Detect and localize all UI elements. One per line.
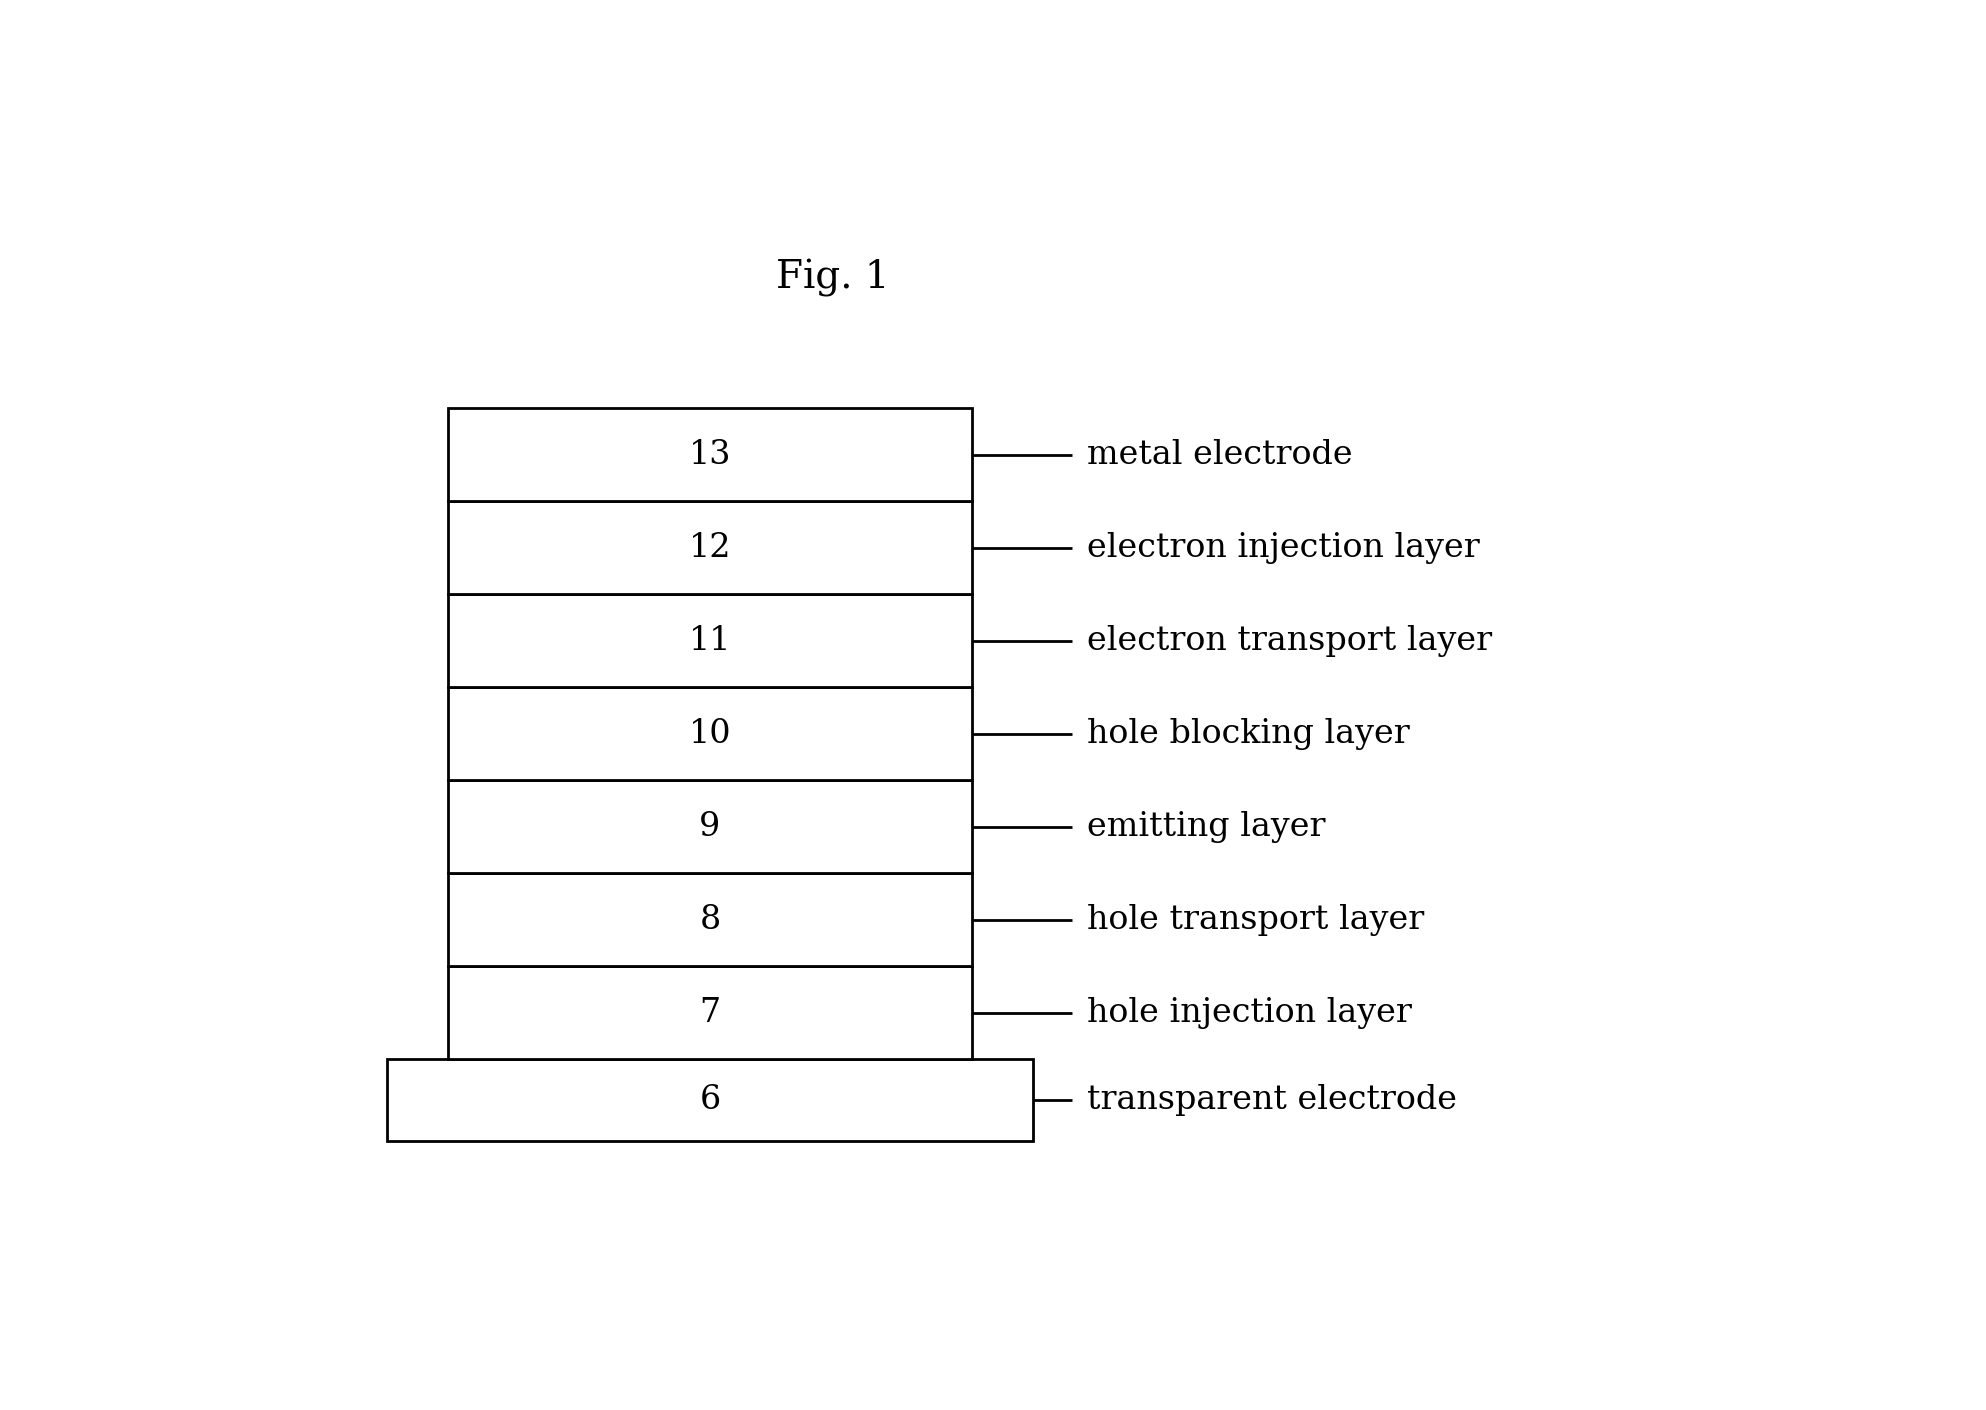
- Text: transparent electrode: transparent electrode: [1086, 1084, 1458, 1117]
- Text: emitting layer: emitting layer: [1086, 811, 1325, 843]
- Text: 12: 12: [689, 532, 731, 564]
- Text: electron injection layer: electron injection layer: [1086, 532, 1480, 564]
- Bar: [449, 873, 971, 966]
- Text: 11: 11: [689, 625, 731, 657]
- Text: hole transport layer: hole transport layer: [1086, 904, 1424, 936]
- Text: 6: 6: [699, 1084, 721, 1117]
- Text: metal electrode: metal electrode: [1086, 439, 1352, 471]
- Text: Fig. 1: Fig. 1: [777, 259, 890, 296]
- Text: 13: 13: [689, 439, 731, 471]
- Bar: [449, 407, 971, 501]
- Bar: [449, 687, 971, 780]
- Bar: [449, 594, 971, 687]
- Bar: [387, 1059, 1033, 1141]
- Text: electron transport layer: electron transport layer: [1086, 625, 1491, 657]
- Text: hole blocking layer: hole blocking layer: [1086, 718, 1410, 750]
- Text: 7: 7: [699, 997, 721, 1029]
- Bar: [449, 780, 971, 873]
- Bar: [449, 966, 971, 1059]
- Text: 10: 10: [689, 718, 731, 750]
- Text: hole injection layer: hole injection layer: [1086, 997, 1412, 1029]
- Text: 9: 9: [699, 811, 721, 843]
- Text: 8: 8: [699, 904, 721, 936]
- Bar: [449, 501, 971, 594]
